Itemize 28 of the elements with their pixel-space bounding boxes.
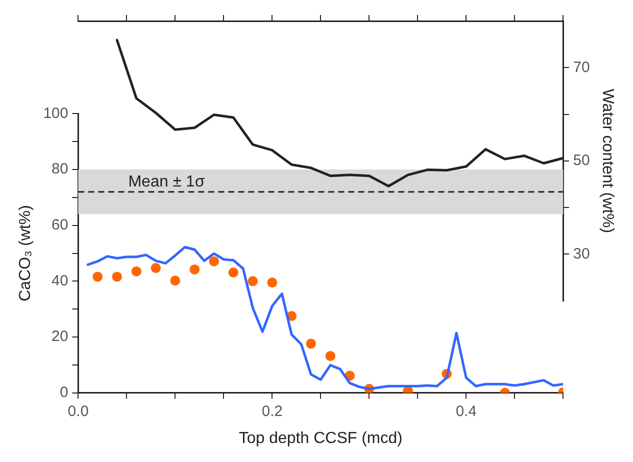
y2-tick-label: 70 (573, 58, 590, 76)
x-tick-label: 0.4 (456, 402, 477, 420)
x-tick-label: 0.2 (262, 402, 283, 420)
y-tick-label: 80 (52, 160, 68, 178)
point (267, 278, 278, 288)
point (131, 266, 142, 276)
point (208, 256, 219, 266)
point (112, 272, 122, 282)
y-tick-label: 0 (60, 384, 68, 401)
y-axis-title: CaCO₃ (wt%) (17, 205, 34, 302)
point (190, 264, 200, 274)
y-tick-label: 40 (52, 272, 68, 290)
point (306, 338, 316, 349)
y-tick-label: 100 (43, 104, 68, 122)
x-tick-label: 0.0 (68, 402, 89, 420)
y2-axis-title: Water content (wt%) (598, 88, 616, 234)
point (150, 263, 161, 274)
y-tick-label: 20 (52, 328, 68, 346)
point (92, 272, 103, 282)
x-axis-title: Top depth CCSF (mcd) (238, 430, 402, 447)
y2-tick-label: 50 (573, 152, 590, 170)
point (248, 276, 258, 286)
point (170, 276, 180, 286)
y-tick-label: 60 (52, 216, 68, 234)
point (228, 268, 238, 278)
ref-line-label: Mean ± 1σ (128, 173, 205, 190)
y2-tick-label: 30 (573, 245, 590, 262)
point (325, 350, 336, 361)
